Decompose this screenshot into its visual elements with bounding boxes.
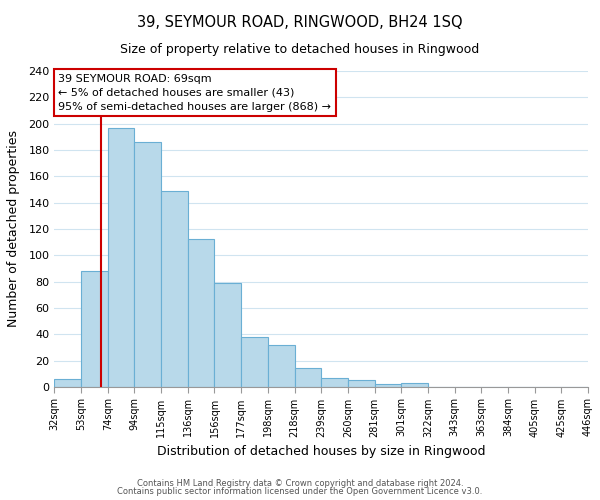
Text: Contains HM Land Registry data © Crown copyright and database right 2024.: Contains HM Land Registry data © Crown c…	[137, 478, 463, 488]
Text: 39, SEYMOUR ROAD, RINGWOOD, BH24 1SQ: 39, SEYMOUR ROAD, RINGWOOD, BH24 1SQ	[137, 15, 463, 30]
Bar	[214, 283, 241, 387]
Bar	[241, 337, 268, 387]
Bar	[81, 271, 108, 387]
Bar	[55, 379, 81, 387]
Bar	[295, 368, 321, 387]
Bar	[348, 380, 374, 387]
Text: Size of property relative to detached houses in Ringwood: Size of property relative to detached ho…	[121, 42, 479, 56]
Bar	[374, 384, 401, 387]
Y-axis label: Number of detached properties: Number of detached properties	[7, 130, 20, 328]
X-axis label: Distribution of detached houses by size in Ringwood: Distribution of detached houses by size …	[157, 445, 485, 458]
Bar	[108, 128, 134, 387]
Bar	[188, 240, 214, 387]
Text: 39 SEYMOUR ROAD: 69sqm
← 5% of detached houses are smaller (43)
95% of semi-deta: 39 SEYMOUR ROAD: 69sqm ← 5% of detached …	[58, 74, 331, 112]
Bar	[321, 378, 348, 387]
Bar	[161, 191, 188, 387]
Bar	[134, 142, 161, 387]
Text: Contains public sector information licensed under the Open Government Licence v3: Contains public sector information licen…	[118, 487, 482, 496]
Bar	[268, 345, 295, 387]
Bar	[401, 383, 428, 387]
